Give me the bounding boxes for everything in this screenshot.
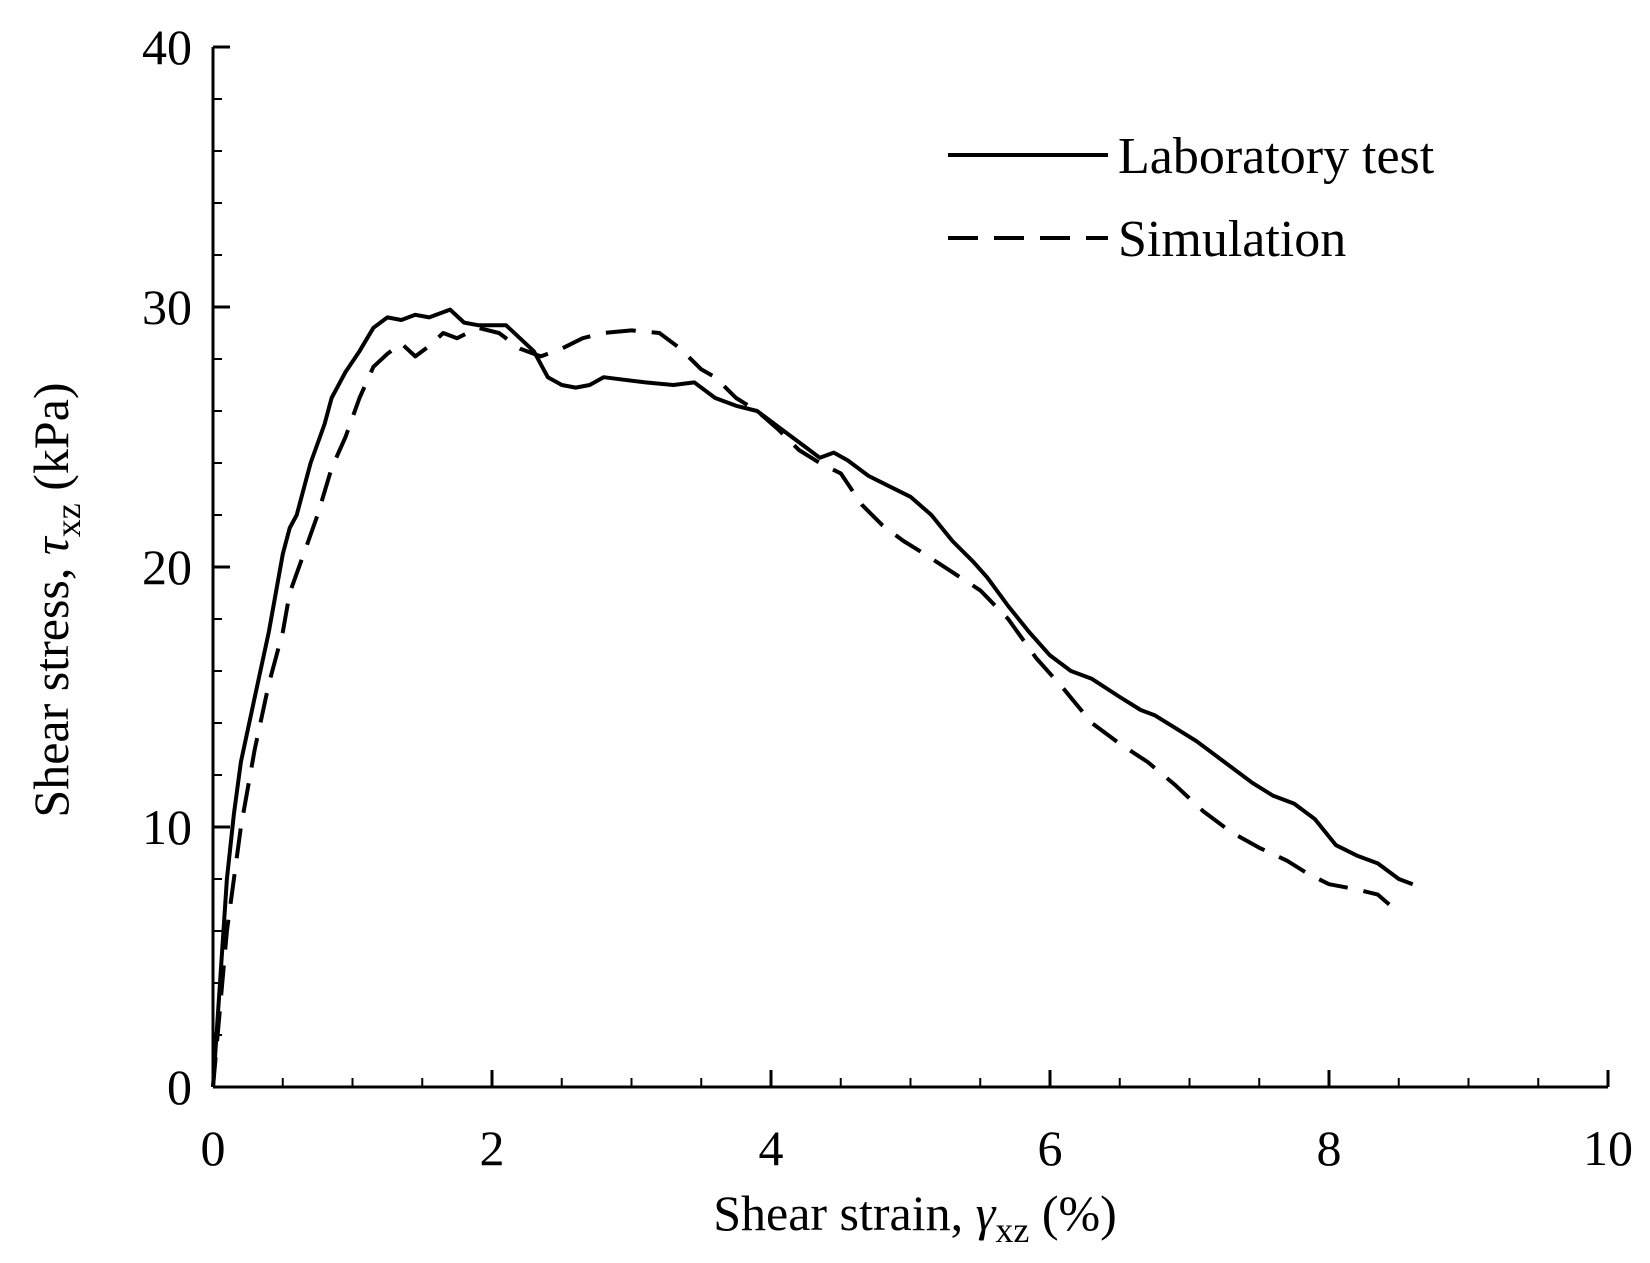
legend-label-laboratory-test: Laboratory test [1118, 128, 1435, 185]
x-tick-label: 10 [1583, 1120, 1633, 1176]
x-tick-label: 2 [480, 1120, 505, 1176]
x-tick-label: 4 [759, 1120, 784, 1176]
x-tick-label: 8 [1317, 1120, 1342, 1176]
series-layer [211, 307, 1414, 1088]
y-tick-label: 10 [142, 799, 192, 855]
y-axis-label: Shear stress, τxz (kPa) [23, 382, 88, 817]
y-tick-label: 20 [142, 539, 192, 595]
x-axis-label: Shear strain, γxz (%) [713, 1185, 1117, 1250]
y-tick-label: 30 [142, 279, 192, 335]
series-line-laboratory-test [211, 307, 1414, 1088]
x-tick-label: 6 [1038, 1120, 1063, 1176]
legend: Laboratory test Simulation [948, 128, 1435, 268]
major-ticks [211, 45, 1610, 1089]
x-tick-label: 0 [201, 1120, 226, 1176]
tick-labels: 0 2 4 6 8 10 0 10 20 30 40 [142, 19, 1633, 1176]
y-tick-label: 0 [167, 1059, 192, 1115]
y-tick-label: 40 [142, 19, 192, 75]
series-line-simulation [211, 325, 1401, 1088]
legend-label-simulation: Simulation [1118, 211, 1346, 268]
